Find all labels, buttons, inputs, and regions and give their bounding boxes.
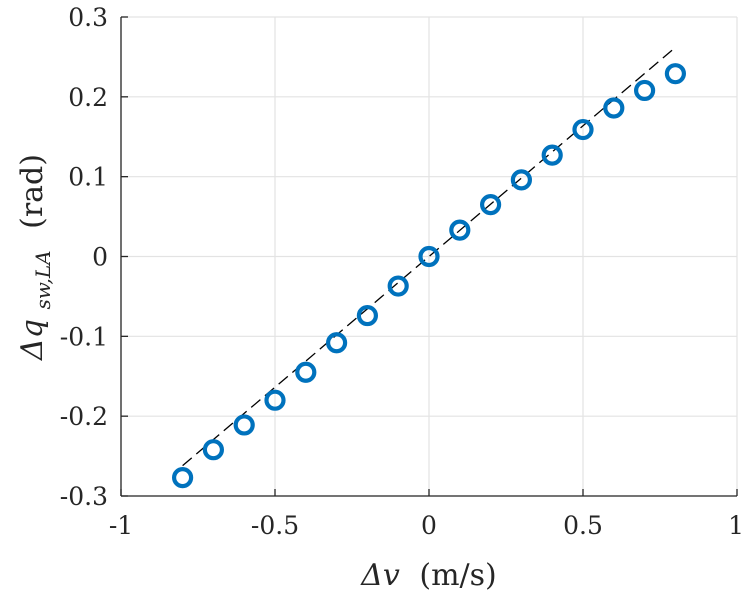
data-point (510, 169, 533, 191)
x-axis-label: Δv (m/s) (360, 558, 497, 593)
data-point (387, 275, 409, 297)
y-tick-label: -0.2 (60, 402, 108, 431)
x-axis-label-main: Δv (360, 558, 400, 593)
data-point (449, 219, 471, 241)
grid (120, 16, 738, 497)
data-point (633, 79, 656, 102)
y-tick-label: 0 (92, 243, 108, 272)
data-point (664, 63, 687, 85)
y-tick-label: 0.2 (68, 83, 108, 112)
data-point (603, 97, 625, 119)
axes (120, 16, 738, 497)
y-tick-label: -0.3 (60, 482, 108, 511)
x-tick-label: 1 (728, 511, 744, 540)
y-axis-label: Δq sw,LA (rad) (15, 154, 58, 361)
x-tick-label: 0 (421, 511, 437, 540)
x-tick-label: -0.5 (251, 511, 299, 540)
data-points (172, 63, 687, 489)
data-point (480, 194, 502, 216)
data-point (264, 389, 286, 411)
y-tick-label: 0.1 (68, 163, 108, 192)
x-tick-labels: -1 -0.5 0 0.5 1 (109, 511, 744, 540)
data-point (295, 361, 317, 383)
y-axis-label-main: Δq (15, 319, 50, 361)
y-tick-labels: -0.3 -0.2 -0.1 0 0.1 0.2 0.3 (60, 3, 108, 511)
data-point (202, 439, 224, 461)
data-point (572, 118, 594, 141)
y-tick-label: -0.1 (60, 322, 108, 351)
data-point (541, 144, 563, 166)
y-axis-label-unit: (rad) (15, 154, 50, 229)
data-point (418, 245, 440, 268)
x-tick-label: -1 (109, 511, 133, 540)
y-axis-label-subscript: sw,LA (31, 250, 55, 309)
data-point (172, 467, 194, 489)
data-point (326, 332, 348, 354)
data-point (233, 414, 255, 436)
x-tick-label: 0.5 (563, 511, 603, 540)
data-point (356, 304, 378, 327)
x-axis-label-unit: (m/s) (419, 558, 496, 593)
y-tick-label: 0.3 (68, 3, 108, 32)
